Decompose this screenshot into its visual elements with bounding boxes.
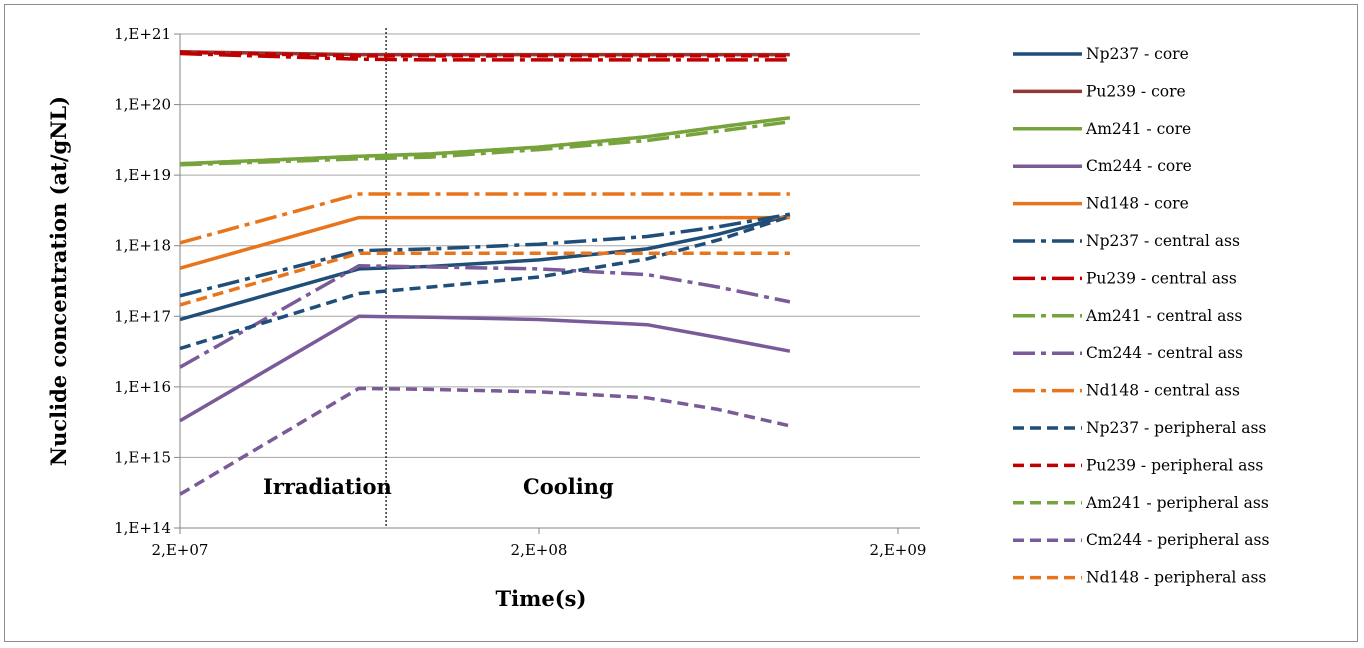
legend-label: Nd148 - core bbox=[1086, 195, 1189, 213]
legend-label: Pu239 - peripheral ass bbox=[1086, 456, 1263, 474]
y-tick-label: 1,E+18 bbox=[114, 237, 171, 255]
y-tick-label: 1,E+19 bbox=[114, 166, 171, 184]
series-line-nd148-core bbox=[179, 215, 790, 270]
legend-label: Np237 - central ass bbox=[1086, 232, 1240, 250]
legend-label: Nd148 - peripheral ass bbox=[1086, 569, 1266, 587]
legend-label: Cm244 - core bbox=[1086, 157, 1192, 175]
axes bbox=[174, 28, 920, 534]
x-axis-title: Time(s) bbox=[496, 586, 587, 611]
gridlines bbox=[180, 33, 920, 458]
legend-label: Pu239 - central ass bbox=[1086, 269, 1237, 287]
series-line-am241-peripheral-ass bbox=[179, 116, 791, 166]
y-tick-label: 1,E+15 bbox=[114, 448, 171, 466]
annotation-cooling: Cooling bbox=[523, 474, 614, 499]
series-line-am241-core bbox=[179, 116, 791, 166]
y-tick-label: 1,E+17 bbox=[114, 307, 171, 325]
tick-labels: 1,E+14 1,E+15 1,E+16 1,E+17 1,E+18 1,E+19 1,E+… bbox=[114, 25, 926, 559]
series-line-np237-core bbox=[179, 213, 791, 322]
series-line-cm244-peripheral-ass bbox=[179, 386, 791, 496]
legend-label: Cm244 - central ass bbox=[1086, 344, 1243, 362]
legend-label: Cm244 - peripheral ass bbox=[1086, 531, 1270, 549]
annotation-irradiation: Irradiation bbox=[263, 474, 392, 499]
legend-label: Nd148 - central ass bbox=[1086, 382, 1240, 400]
series-line-pu239-central-ass bbox=[179, 51, 790, 62]
legend-label: Am241 - peripheral ass bbox=[1085, 494, 1269, 512]
legend-label: Pu239 - core bbox=[1086, 82, 1186, 100]
legend-label: Np237 - core bbox=[1086, 45, 1189, 63]
legend-label: Am241 - central ass bbox=[1085, 307, 1242, 325]
series-line-cm244-central-ass bbox=[179, 264, 791, 369]
series-line-nd148-peripheral-ass bbox=[179, 251, 790, 307]
y-tick-label: 1,E+20 bbox=[114, 96, 171, 114]
x-tick-label: 2,E+08 bbox=[511, 541, 568, 559]
series-lines bbox=[179, 50, 791, 496]
series-line-cm244-core bbox=[179, 314, 791, 423]
series-line-np237-central-ass bbox=[179, 212, 791, 298]
series-line-np237-peripheral-ass bbox=[179, 214, 791, 351]
legend-label: Am241 - core bbox=[1085, 120, 1191, 138]
series-line-nd148-central-ass bbox=[179, 192, 790, 245]
y-tick-label: 1,E+21 bbox=[114, 25, 171, 43]
series-line-am241-central-ass bbox=[179, 120, 791, 167]
y-tick-label: 1,E+14 bbox=[114, 519, 171, 537]
chart-frame bbox=[4, 4, 1358, 642]
series-line-pu239-peripheral-ass bbox=[179, 50, 790, 58]
y-axis-title: Nuclide concentration (at/gNL) bbox=[46, 96, 71, 466]
legend: Np237 - core Pu239 - core Am241 - core Cm24… bbox=[1013, 45, 1270, 587]
y-tick-label: 1,E+16 bbox=[114, 378, 171, 396]
legend-label: Np237 - peripheral ass bbox=[1086, 419, 1266, 437]
x-tick-label: 2,E+07 bbox=[152, 541, 209, 559]
x-tick-label: 2,E+09 bbox=[870, 541, 927, 559]
